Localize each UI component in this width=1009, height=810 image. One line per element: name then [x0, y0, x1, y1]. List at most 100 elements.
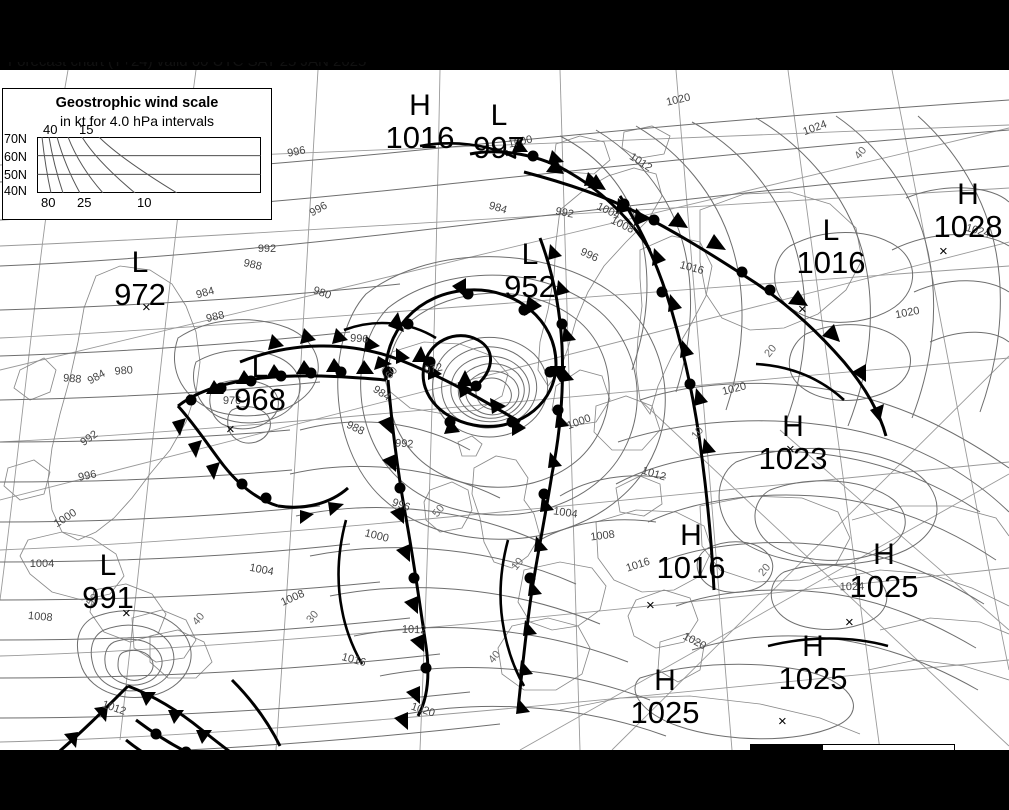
met-office-wave-logo-icon: Met Office: [751, 745, 823, 750]
wind-scale-bottom-25: 25: [77, 195, 92, 210]
pressure-centre-h-1025: H 1025: [758, 630, 868, 696]
wind-scale-curves: [37, 137, 261, 193]
centre-pressure-value: 1016: [796, 245, 866, 280]
centre-type-letter: L: [521, 238, 539, 271]
svg-text:×: ×: [646, 597, 655, 614]
pressure-centre-l-972: L 972: [85, 246, 195, 312]
centre-pressure-value: 1016: [385, 120, 455, 155]
centre-type-letter: L: [490, 99, 508, 132]
pressure-centre-h-1025: H 1025: [610, 664, 720, 730]
isobar-label-992: 992: [258, 243, 276, 255]
centre-type-letter: H: [680, 519, 702, 552]
isobar-label-1024: 1024: [840, 581, 865, 593]
isobar-label-1012: 1012: [402, 624, 427, 637]
wind-scale-bottom-10: 10: [137, 195, 152, 210]
pressure-centre-l-991: L 991: [53, 549, 163, 615]
isobar-label-996: 996: [77, 468, 97, 484]
wind-scale-subtitle: in kt for 4.0 hPa intervals: [59, 113, 215, 129]
wind-scale-lat-60n: 60N: [4, 150, 27, 164]
svg-text:×: ×: [500, 145, 509, 162]
isobar-label-1004: 1004: [552, 505, 578, 520]
isobar-label-1020: 1020: [894, 305, 920, 321]
met-office-logo-block[interactable]: Met Office metoffice.gov.uk © Crown Copy…: [750, 744, 955, 750]
isobar-label-988: 988: [63, 372, 82, 386]
wind-scale-lat-40n: 40N: [4, 184, 27, 198]
fronts-layer: [58, 138, 889, 750]
isobar-label-996: 996: [390, 497, 411, 514]
pressure-centre-l-997: L 997: [444, 99, 554, 165]
isobar-label-1004: 1004: [248, 562, 274, 578]
svg-text:×: ×: [845, 614, 854, 631]
isobar-labels: 9969929889809849889969729849769889929961…: [28, 91, 992, 719]
chart-title-strip: Forecast chart (T+24) valid 00 UTC SAT 2…: [0, 62, 1009, 72]
centre-pressure-value: 972: [114, 277, 166, 312]
svg-text:×: ×: [142, 299, 151, 316]
centre-pressure-value: 1028: [933, 209, 1003, 244]
isobar-label-996: 996: [350, 332, 369, 345]
svg-text:×: ×: [226, 421, 235, 438]
centre-type-letter: L: [131, 246, 149, 279]
wind-scale-lat-50n: 50N: [4, 168, 27, 182]
isobar-label-1004: 1004: [30, 558, 54, 570]
wind-scale-bottom-80: 80: [41, 195, 56, 210]
isobar-label-988: 988: [205, 309, 226, 325]
svg-text:×: ×: [798, 301, 807, 318]
pressure-centre-l-952: L 952: [475, 238, 585, 304]
pressure-centre-l-1016: L 1016: [776, 214, 886, 280]
isobar-label-984: 984: [487, 200, 508, 217]
isobar-label-972: 972: [423, 361, 443, 376]
geostrophic-wind-scale-legend: Geostrophic wind scale in kt for 4.0 hPa…: [2, 88, 272, 220]
wind-scale-top-15: 15: [79, 122, 94, 137]
isobar-label-992: 992: [395, 437, 414, 450]
centre-pressure-value: 1016: [656, 550, 726, 585]
centre-pressure-value: 1023: [758, 441, 828, 476]
svg-text:×: ×: [122, 605, 131, 622]
isobar-label-980: 980: [114, 364, 133, 378]
svg-text:×: ×: [778, 713, 787, 730]
isobar-label-992: 992: [554, 205, 574, 220]
centre-type-letter: L: [822, 214, 840, 247]
wind-scale-top-40: 40: [43, 122, 58, 137]
isobar-label-996: 996: [286, 144, 306, 159]
centre-pressure-value: 991: [82, 580, 134, 615]
wind-scale-lat-70n: 70N: [4, 132, 27, 146]
pressure-centre-h-1016: H 1016: [636, 519, 746, 585]
isobar-label-1020: 1020: [721, 380, 748, 398]
centre-pressure-value: 1025: [778, 661, 848, 696]
centre-pressure-value: 1025: [849, 569, 919, 604]
centre-pressure-value: 952: [504, 269, 556, 304]
isobar-label-1020: 1020: [665, 91, 692, 108]
isobar-label-1008: 1008: [28, 610, 53, 624]
isobar-label-1008: 1008: [590, 529, 616, 544]
isobar-label-988: 988: [242, 257, 263, 273]
wind-scale-graph: 70N 60N 50N 40N 40 15 80 25 10: [4, 122, 261, 210]
pressure-centre-h-1028: H 1028: [913, 178, 1009, 244]
svg-text:×: ×: [939, 243, 948, 260]
centre-pressure-value: 1025: [630, 695, 700, 730]
centre-type-letter: H: [802, 630, 824, 663]
isobar-layer: [0, 99, 1009, 750]
centre-type-letter: H: [654, 664, 676, 697]
centre-type-letter: H: [873, 538, 895, 571]
centre-type-letter: H: [957, 178, 979, 211]
pressure-centre-l-968: L 968: [205, 351, 315, 417]
centre-type-letter: L: [99, 549, 117, 582]
wind-scale-box: [37, 137, 261, 193]
centre-type-letter: L: [251, 351, 269, 384]
centre-type-letter: H: [782, 410, 804, 443]
wind-scale-title: Geostrophic wind scale: [55, 95, 219, 111]
centre-x-marks: × × × × × × × × × × × ×: [122, 145, 948, 730]
centre-type-letter: H: [409, 89, 431, 122]
pressure-centre-h-1016: H 1016: [365, 89, 475, 155]
svg-text:×: ×: [462, 375, 471, 392]
chart-title: Forecast chart (T+24) valid 00 UTC SAT 2…: [8, 62, 366, 70]
isobar-label-1000: 1000: [507, 133, 534, 150]
svg-text:×: ×: [786, 441, 795, 458]
isobar-label-984: 984: [195, 285, 216, 301]
centre-pressure-value: 968: [234, 382, 286, 417]
isobar-label-980: 980: [311, 284, 332, 302]
centre-pressure-value: 997: [473, 130, 525, 165]
pressure-chart-canvas: .iso{fill:none;stroke:#6e6e6e;stroke-wid…: [0, 70, 1009, 750]
isobar-label-1000: 1000: [363, 527, 390, 545]
